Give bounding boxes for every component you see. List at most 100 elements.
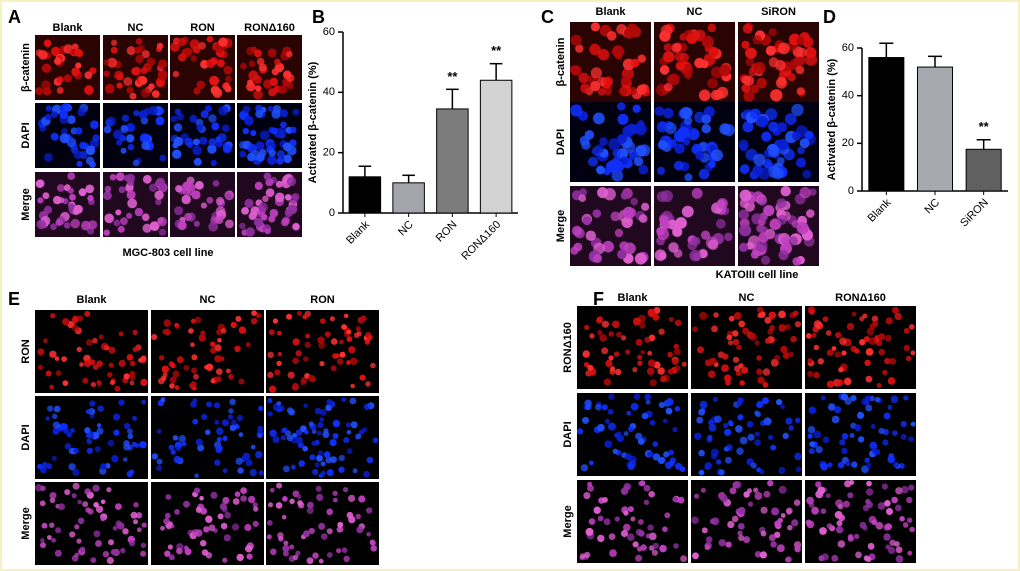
cell bbox=[849, 433, 855, 438]
cell bbox=[295, 436, 303, 444]
cell bbox=[850, 395, 857, 402]
cell bbox=[72, 468, 80, 476]
cell bbox=[193, 157, 202, 166]
cell bbox=[204, 364, 209, 370]
cell bbox=[603, 76, 614, 87]
cell bbox=[826, 380, 835, 388]
cell bbox=[732, 338, 740, 346]
cell bbox=[127, 428, 133, 435]
cell bbox=[250, 318, 258, 325]
cell bbox=[809, 441, 815, 447]
cell bbox=[674, 51, 685, 62]
cell bbox=[218, 105, 229, 116]
cell bbox=[244, 116, 254, 126]
cell bbox=[865, 556, 872, 563]
cell bbox=[239, 150, 247, 158]
cell bbox=[195, 180, 204, 190]
cell bbox=[88, 145, 95, 152]
cell bbox=[597, 515, 604, 522]
cell bbox=[167, 544, 173, 550]
cell bbox=[365, 381, 371, 387]
y-axis-label: Activated β-catenin (%) bbox=[826, 58, 838, 180]
cell bbox=[298, 460, 306, 467]
cell bbox=[855, 551, 862, 559]
cell bbox=[871, 315, 879, 323]
cell bbox=[754, 410, 760, 416]
cell bbox=[122, 528, 129, 535]
cell bbox=[733, 312, 742, 320]
cell bbox=[214, 402, 221, 409]
cell bbox=[140, 550, 147, 557]
cell bbox=[92, 337, 98, 344]
cell bbox=[206, 401, 212, 408]
cell bbox=[613, 351, 620, 357]
panel-label: B bbox=[312, 7, 325, 27]
cell bbox=[857, 436, 865, 443]
cell bbox=[265, 178, 274, 187]
cell bbox=[756, 116, 769, 128]
cell bbox=[64, 443, 72, 450]
cell bbox=[588, 156, 598, 167]
bar bbox=[916, 66, 954, 192]
cell bbox=[126, 190, 136, 200]
cell bbox=[707, 370, 716, 379]
cell bbox=[908, 436, 914, 442]
cell bbox=[648, 532, 657, 541]
cell bbox=[634, 252, 647, 265]
cell bbox=[765, 45, 776, 56]
cell bbox=[45, 370, 52, 377]
cell bbox=[817, 486, 826, 495]
cell bbox=[194, 473, 199, 479]
cell bbox=[112, 413, 121, 421]
cell bbox=[700, 487, 706, 493]
cell bbox=[37, 364, 44, 371]
cell bbox=[207, 144, 217, 154]
cell bbox=[737, 414, 744, 421]
cell bbox=[281, 514, 287, 520]
micrograph bbox=[170, 35, 235, 100]
cell bbox=[116, 139, 122, 146]
micrograph bbox=[570, 186, 651, 266]
cell bbox=[649, 379, 657, 387]
cell bbox=[110, 46, 118, 54]
cell bbox=[727, 340, 734, 346]
cell bbox=[190, 342, 195, 348]
cell bbox=[705, 536, 713, 543]
cell bbox=[874, 396, 881, 403]
cell bbox=[129, 92, 137, 100]
cell bbox=[216, 427, 224, 435]
cell bbox=[100, 499, 106, 505]
y-tick-label: 40 bbox=[323, 86, 335, 98]
cell bbox=[737, 397, 744, 404]
cell bbox=[214, 459, 221, 466]
cell bbox=[627, 425, 635, 433]
cell bbox=[236, 553, 244, 562]
cell bbox=[289, 498, 295, 504]
cell bbox=[339, 339, 344, 345]
bar bbox=[965, 148, 1002, 192]
cell bbox=[704, 462, 712, 470]
cell bbox=[51, 46, 61, 57]
cell bbox=[290, 126, 297, 134]
cell bbox=[184, 47, 193, 56]
cell bbox=[236, 414, 244, 422]
cell bbox=[618, 87, 628, 96]
cell bbox=[103, 229, 110, 236]
cell bbox=[44, 152, 53, 162]
cell bbox=[291, 464, 296, 470]
column-header: NC bbox=[739, 292, 755, 304]
cell bbox=[71, 43, 79, 51]
cell bbox=[741, 366, 749, 374]
cell bbox=[269, 429, 277, 437]
cell bbox=[724, 232, 733, 242]
cell bbox=[76, 538, 82, 544]
cell bbox=[364, 339, 371, 345]
cell bbox=[76, 346, 82, 352]
cell bbox=[292, 382, 299, 389]
cell bbox=[684, 71, 692, 79]
cell bbox=[780, 186, 791, 197]
cell bbox=[50, 132, 59, 141]
cell bbox=[644, 336, 651, 343]
cell bbox=[338, 454, 345, 462]
cell bbox=[900, 433, 907, 440]
